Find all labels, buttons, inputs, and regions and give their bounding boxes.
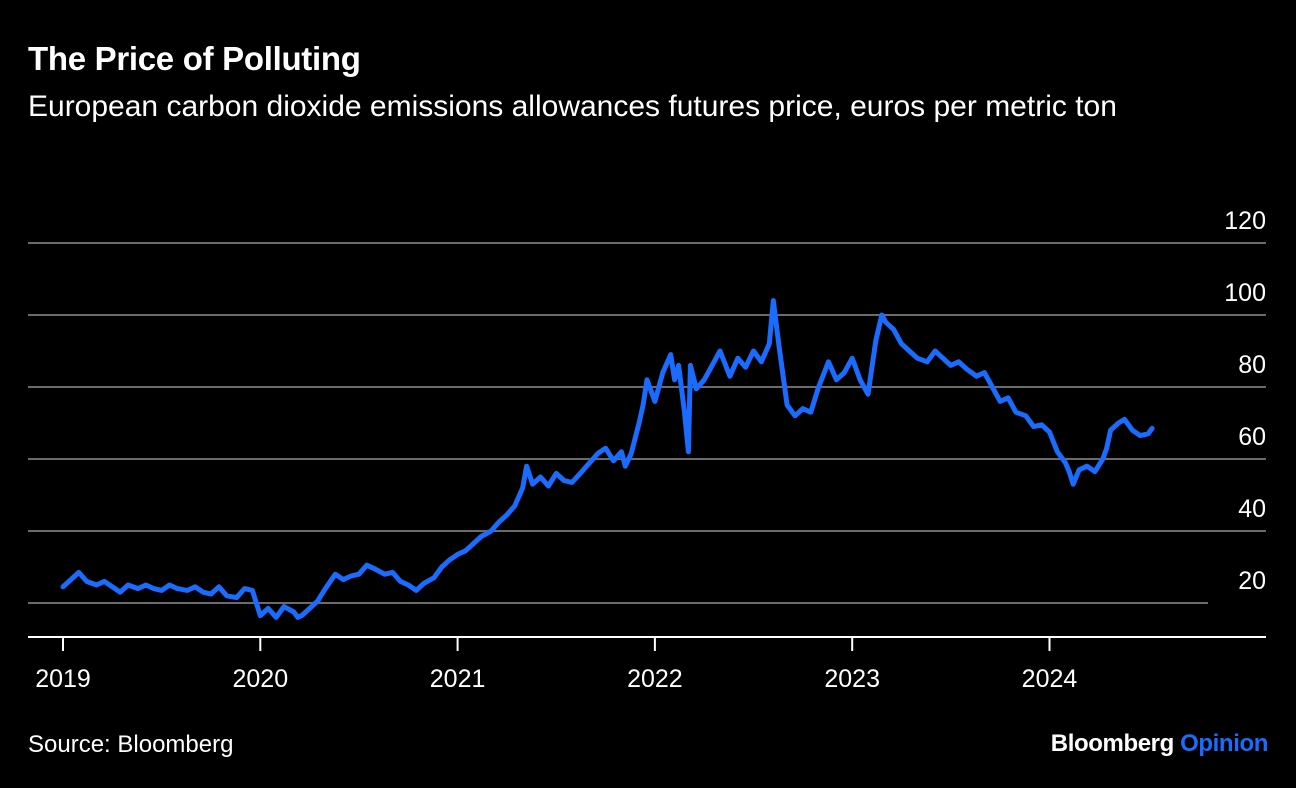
chart-subtitle: European carbon dioxide emissions allowa… [28,90,1117,123]
series-layer [60,298,1155,620]
y-tick-label-80: 80 [1238,351,1266,379]
y-tick-label-60: 60 [1238,423,1266,451]
chart-title: The Price of Polluting [28,40,361,77]
y-tick-label-120: 120 [1224,207,1266,235]
x-tick-label-2024: 2024 [1022,665,1078,693]
gridlines [28,242,1266,604]
brand-secondary: Opinion [1180,730,1268,757]
y-tick-label-100: 100 [1224,279,1266,307]
y-tick-label-20: 20 [1238,567,1266,595]
x-tick-label-2023: 2023 [824,665,880,693]
y-axis-ticks: 20 40 60 80 100 120 [1224,207,1266,595]
y-tick-label-40: 40 [1238,495,1266,523]
source-note: Source: Bloomberg [28,731,234,758]
x-tick-label-2020: 2020 [232,665,288,693]
x-axis: 2019 2020 2021 2022 2023 2024 [28,636,1266,693]
x-tick-label-2019: 2019 [35,665,91,693]
x-tick-label-2021: 2021 [430,665,486,693]
x-tick-label-2022: 2022 [627,665,683,693]
brand-primary: Bloomberg [1050,730,1174,757]
series-line-0 [60,298,1155,620]
brand-logo: Bloomberg Opinion [1050,730,1269,758]
